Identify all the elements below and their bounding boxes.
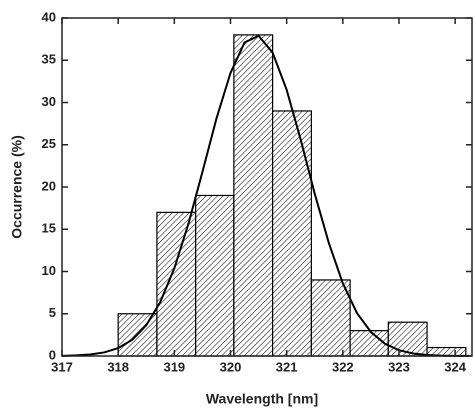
bar [195, 194, 235, 357]
bar [156, 211, 197, 357]
y-tick-label: 30 [42, 94, 56, 109]
y-tick-label: 25 [42, 136, 56, 151]
bar [272, 110, 312, 357]
fit-curve [61, 34, 470, 357]
bar [233, 34, 274, 357]
bar [310, 279, 351, 357]
y-tick-label: 20 [42, 178, 56, 193]
x-tick-label: 321 [276, 359, 298, 374]
x-tick-label: 319 [163, 359, 185, 374]
x-tick-label: 324 [444, 359, 466, 374]
y-tick-label: 35 [42, 52, 56, 67]
x-tick-label: 317 [51, 359, 73, 374]
x-tick-label: 320 [220, 359, 242, 374]
bar [387, 321, 428, 357]
bar [349, 330, 389, 357]
y-tick-label: 40 [42, 9, 56, 24]
y-tick-label: 0 [49, 347, 56, 362]
y-axis-label: Occurrence (%) [9, 135, 25, 238]
x-axis-label: Wavelength [nm] [206, 391, 318, 407]
y-tick-label: 5 [49, 305, 56, 320]
x-tick-label: 323 [388, 359, 410, 374]
y-tick-label: 10 [42, 263, 56, 278]
y-tick-label: 15 [42, 221, 56, 236]
x-tick-label: 318 [107, 359, 129, 374]
x-tick-label: 322 [332, 359, 354, 374]
